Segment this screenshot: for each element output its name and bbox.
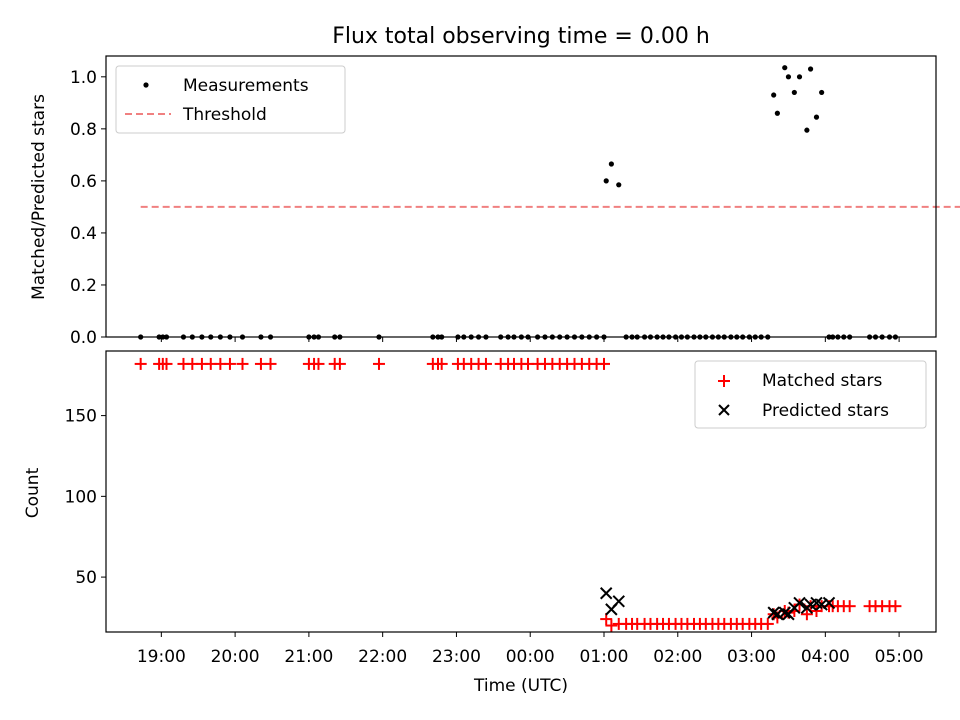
- y-tick-label: 0.8: [70, 120, 97, 140]
- x-tick-label: 20:00: [211, 647, 260, 667]
- x-tick-label: 23:00: [432, 647, 481, 667]
- legend-measurements-label: Measurements: [183, 76, 309, 96]
- x-tick-label: 04:00: [801, 647, 850, 667]
- x-axis-label: Time (UTC): [473, 676, 568, 696]
- x-tick-label: 00:00: [506, 647, 555, 667]
- y-tick-label: 0.6: [70, 172, 97, 192]
- top-panel: 0.0 0.2 0.4 0.6 0.8 1.0 Matched/Predicted sta…: [29, 55, 960, 348]
- measurement-point: [785, 74, 792, 80]
- figure-title: Flux total observing time = 0.00 h: [332, 24, 710, 49]
- matched-star-point: [479, 357, 492, 370]
- y-tick-label: 150: [65, 407, 97, 427]
- measurement-point: [791, 89, 797, 96]
- measurements-series: [138, 65, 899, 340]
- top-legend-box: [115, 65, 346, 134]
- matched-star-point: [435, 357, 448, 370]
- predicted-star-point: [612, 595, 625, 608]
- matched-star-point: [333, 357, 346, 370]
- y-tick-label: 100: [65, 487, 97, 507]
- x-tick-label: 21:00: [284, 647, 333, 667]
- measurement-point: [796, 74, 803, 80]
- measurement-point: [774, 110, 780, 116]
- matched-star-point: [843, 600, 856, 613]
- matched-star-point: [598, 357, 610, 370]
- top-y-axis-label: Matched/Predicted stars: [29, 94, 49, 300]
- predicted-star-point: [767, 606, 780, 619]
- measurement-point: [813, 114, 820, 120]
- matched-star-point: [134, 357, 147, 370]
- matched-star-point: [605, 619, 618, 632]
- matched-star-point: [223, 357, 236, 370]
- legend-matched-marker: [718, 375, 730, 387]
- predicted-star-point: [778, 606, 791, 619]
- matched-star-point: [761, 617, 774, 630]
- measurement-point: [771, 92, 777, 98]
- x-tick-label: 22:00: [358, 647, 407, 667]
- x-tick-label: 01:00: [580, 647, 629, 667]
- measurement-point: [804, 127, 810, 133]
- predicted-star-point: [600, 587, 613, 600]
- predicted-star-point: [771, 608, 784, 621]
- legend-measurements-marker: [143, 82, 149, 88]
- matched-star-point: [160, 357, 173, 370]
- predicted-star-point: [822, 596, 836, 610]
- matched-star-point: [312, 357, 325, 370]
- matched-star-point: [372, 357, 385, 370]
- measurement-point: [603, 178, 609, 184]
- matched-star-point: [236, 357, 249, 370]
- legend-matched-label: Matched stars: [762, 371, 882, 391]
- matched-star-point: [800, 608, 813, 621]
- top-y-axis-ticks: 0.0 0.2 0.4 0.6 0.8 1.0: [70, 68, 106, 348]
- top-legend: Measurements Threshold: [115, 65, 346, 134]
- y-tick-label: 0.2: [70, 276, 97, 296]
- legend-predicted-label: Predicted stars: [762, 401, 889, 421]
- predicted-stars-series: [600, 587, 836, 621]
- bottom-plot-frame: [105, 350, 937, 633]
- y-tick-label: 50: [75, 568, 97, 588]
- bottom-panel: 50 100 150 19:00 20:00 21:00 22:00 23:00 00:00 0…: [23, 350, 937, 696]
- bottom-y-axis-ticks: 50 100 150: [65, 407, 106, 588]
- matched-star-point: [264, 357, 277, 370]
- legend-threshold-label: Threshold: [182, 105, 267, 125]
- x-tick-label: 02:00: [653, 647, 702, 667]
- bottom-x-axis-ticks: 19:00 20:00 21:00 22:00 23:00 00:00 01:00 02:00…: [137, 632, 924, 667]
- top-plot-frame: [105, 55, 937, 338]
- predicted-star-point: [815, 598, 828, 611]
- x-tick-label: 03:00: [727, 647, 776, 667]
- x-tick-label: 19:00: [137, 647, 186, 667]
- y-tick-label: 0.0: [70, 328, 97, 348]
- measurement-point: [782, 65, 788, 71]
- measurement-point: [807, 66, 814, 72]
- y-tick-label: 1.0: [70, 68, 97, 88]
- legend-predicted-marker: [718, 404, 730, 416]
- bottom-legend-box: [694, 360, 927, 429]
- bottom-legend: Matched stars Predicted stars: [694, 360, 927, 429]
- predicted-star-point: [793, 596, 806, 610]
- top-x-axis-ticks: [160, 337, 900, 342]
- measurement-point: [819, 89, 825, 96]
- x-tick-label: 05:00: [875, 647, 924, 667]
- y-tick-label: 0.4: [70, 224, 97, 244]
- measurement-point: [608, 161, 614, 167]
- bottom-y-axis-label: Count: [23, 467, 43, 518]
- measurement-point: [616, 182, 622, 188]
- matched-star-point: [889, 600, 902, 613]
